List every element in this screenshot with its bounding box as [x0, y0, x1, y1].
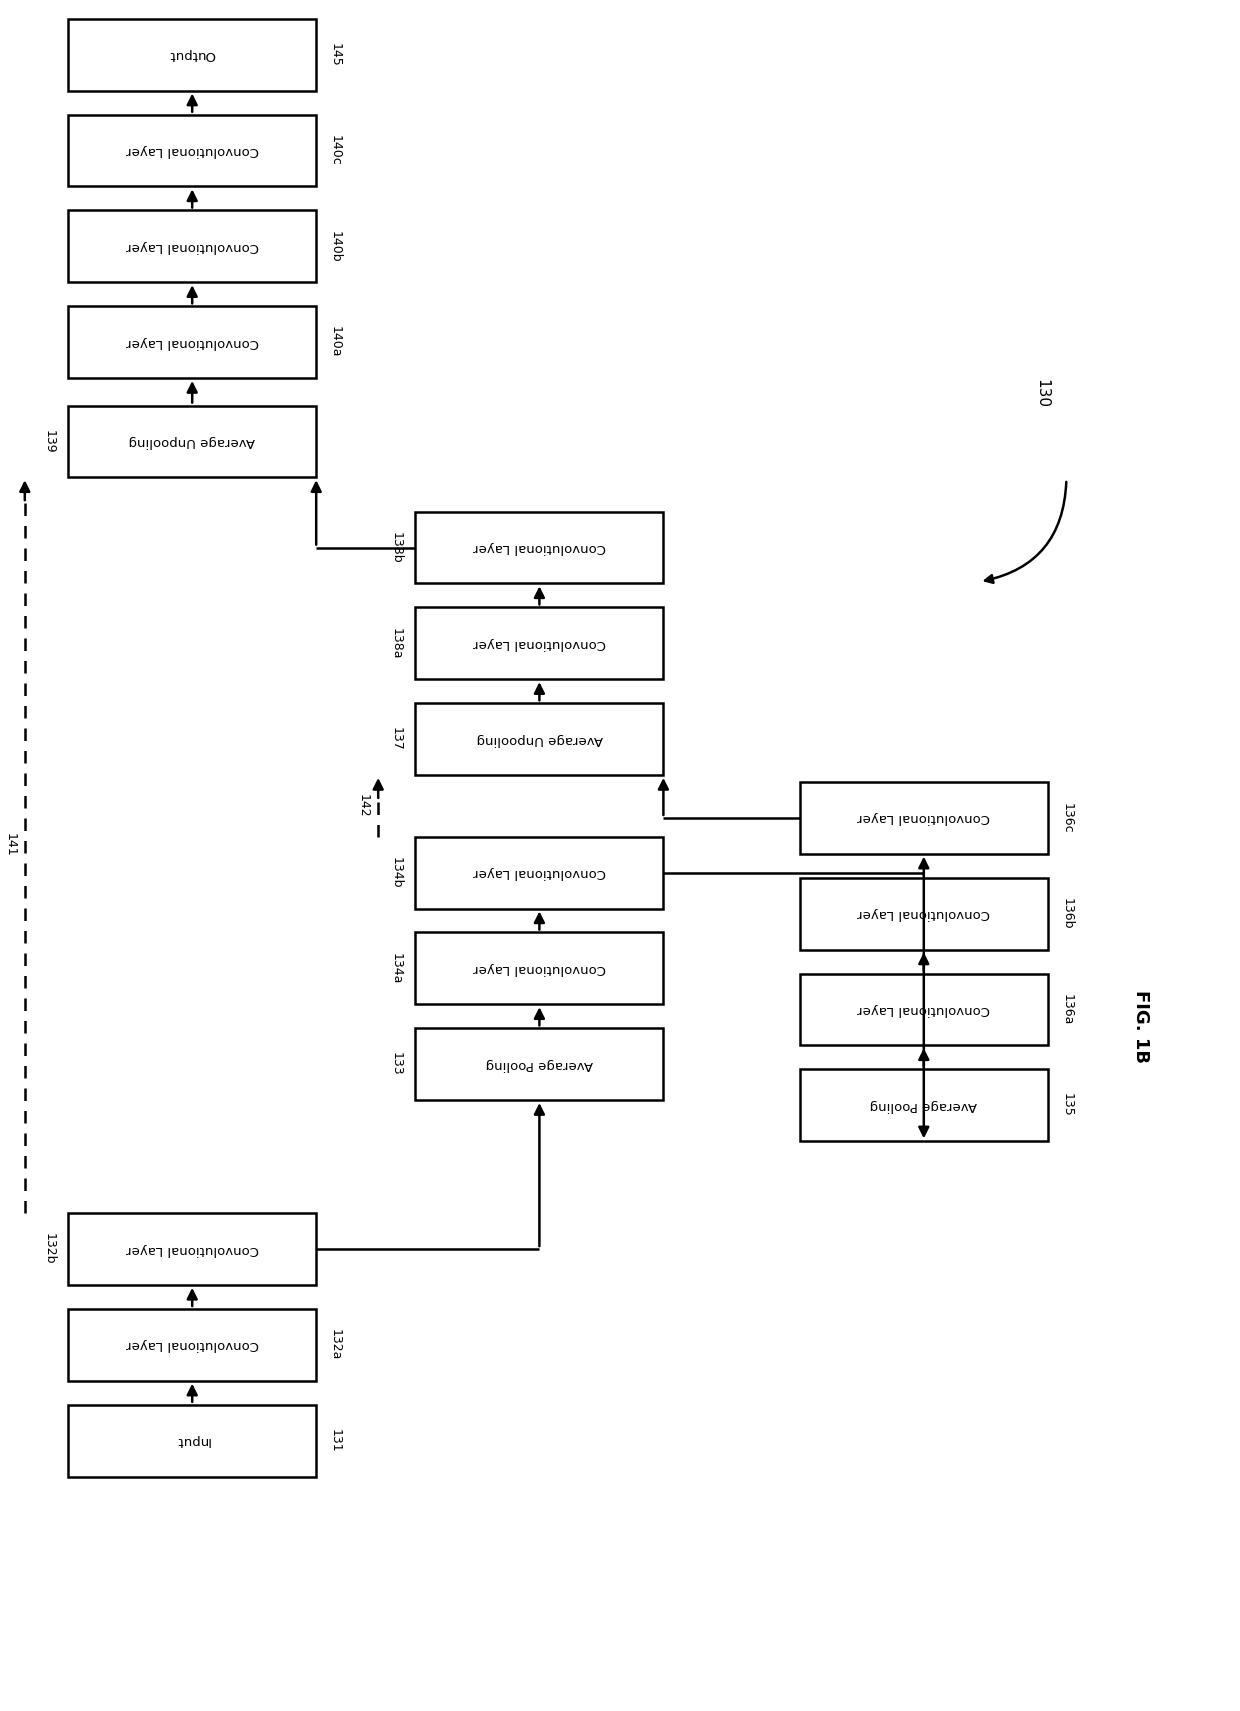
Text: Average Unpooling: Average Unpooling: [129, 435, 255, 448]
Text: Convolutional Layer: Convolutional Layer: [472, 962, 606, 975]
Text: 130: 130: [1034, 380, 1049, 407]
Text: 140b: 140b: [329, 231, 341, 262]
Text: Convolutional Layer: Convolutional Layer: [472, 866, 606, 879]
FancyBboxPatch shape: [68, 115, 316, 186]
Text: Convolutional Layer: Convolutional Layer: [857, 1003, 991, 1016]
Text: 138b: 138b: [391, 532, 403, 563]
Text: 132b: 132b: [43, 1234, 56, 1264]
FancyBboxPatch shape: [415, 607, 663, 679]
Text: 131: 131: [329, 1429, 341, 1453]
Text: Convolutional Layer: Convolutional Layer: [125, 335, 259, 349]
FancyBboxPatch shape: [68, 1405, 316, 1477]
Text: Convolutional Layer: Convolutional Layer: [125, 1242, 259, 1256]
Text: 142: 142: [357, 794, 370, 818]
Text: 136c: 136c: [1060, 802, 1073, 833]
Text: 140a: 140a: [329, 327, 341, 358]
Text: Convolutional Layer: Convolutional Layer: [125, 240, 259, 253]
Text: Convolutional Layer: Convolutional Layer: [472, 541, 606, 554]
Text: Convolutional Layer: Convolutional Layer: [857, 907, 991, 921]
FancyBboxPatch shape: [800, 878, 1048, 950]
FancyBboxPatch shape: [415, 837, 663, 909]
Text: 132a: 132a: [329, 1329, 341, 1360]
Text: 134a: 134a: [391, 953, 403, 984]
Text: Average Pooling: Average Pooling: [870, 1098, 977, 1112]
Text: 139: 139: [43, 429, 56, 453]
FancyBboxPatch shape: [415, 512, 663, 583]
FancyBboxPatch shape: [68, 1213, 316, 1285]
Text: Input: Input: [175, 1434, 210, 1448]
FancyBboxPatch shape: [800, 1069, 1048, 1141]
Text: Convolutional Layer: Convolutional Layer: [125, 144, 259, 157]
Text: 140c: 140c: [329, 135, 341, 166]
FancyBboxPatch shape: [68, 19, 316, 91]
FancyBboxPatch shape: [415, 932, 663, 1004]
Text: 135: 135: [1060, 1093, 1073, 1117]
FancyBboxPatch shape: [415, 703, 663, 775]
Text: Average Unpooling: Average Unpooling: [476, 732, 603, 746]
Text: 134b: 134b: [391, 857, 403, 888]
Text: 138a: 138a: [391, 628, 403, 659]
FancyBboxPatch shape: [68, 306, 316, 378]
Text: 133: 133: [391, 1052, 403, 1076]
FancyBboxPatch shape: [68, 210, 316, 282]
Text: 141: 141: [4, 833, 16, 857]
FancyBboxPatch shape: [415, 1028, 663, 1100]
Text: 145: 145: [329, 43, 341, 67]
FancyBboxPatch shape: [800, 782, 1048, 854]
Text: Convolutional Layer: Convolutional Layer: [857, 811, 991, 825]
Text: Convolutional Layer: Convolutional Layer: [472, 636, 606, 650]
Text: Average Pooling: Average Pooling: [486, 1057, 593, 1071]
FancyBboxPatch shape: [800, 974, 1048, 1045]
Text: Output: Output: [169, 48, 216, 62]
Text: Convolutional Layer: Convolutional Layer: [125, 1338, 259, 1352]
Text: 136a: 136a: [1060, 994, 1073, 1025]
Text: FIG. 1B: FIG. 1B: [1132, 991, 1149, 1063]
FancyBboxPatch shape: [68, 406, 316, 477]
FancyBboxPatch shape: [68, 1309, 316, 1381]
Text: 136b: 136b: [1060, 898, 1073, 929]
Text: 137: 137: [391, 727, 403, 751]
